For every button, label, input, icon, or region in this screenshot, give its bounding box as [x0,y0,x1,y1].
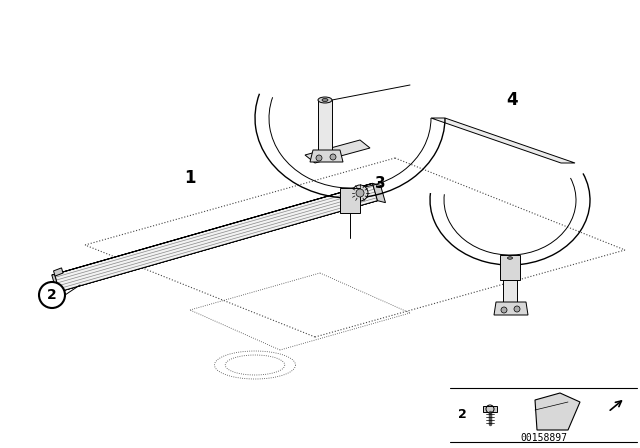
Circle shape [316,155,322,161]
Polygon shape [483,406,497,412]
Ellipse shape [508,257,513,259]
Text: 1: 1 [184,169,196,187]
Polygon shape [305,140,370,163]
Polygon shape [57,201,378,293]
Circle shape [501,307,507,313]
Polygon shape [54,268,63,276]
Circle shape [356,189,364,197]
Text: 4: 4 [506,91,518,109]
Polygon shape [310,150,343,162]
Polygon shape [431,118,575,163]
Polygon shape [318,100,332,150]
Polygon shape [503,258,517,303]
Ellipse shape [318,97,332,103]
Text: 3: 3 [375,176,386,190]
Ellipse shape [503,255,517,260]
Polygon shape [500,255,520,280]
Circle shape [330,154,336,160]
Text: 2: 2 [47,288,57,302]
Ellipse shape [322,99,328,102]
Polygon shape [535,393,580,430]
Polygon shape [52,183,372,275]
Polygon shape [54,183,378,292]
Polygon shape [340,188,360,213]
Polygon shape [494,302,528,315]
Circle shape [352,185,368,201]
Circle shape [39,282,65,308]
Text: 2: 2 [458,408,467,421]
Polygon shape [372,183,385,202]
Polygon shape [52,274,60,293]
Text: 00158897: 00158897 [520,433,568,443]
Circle shape [514,306,520,312]
